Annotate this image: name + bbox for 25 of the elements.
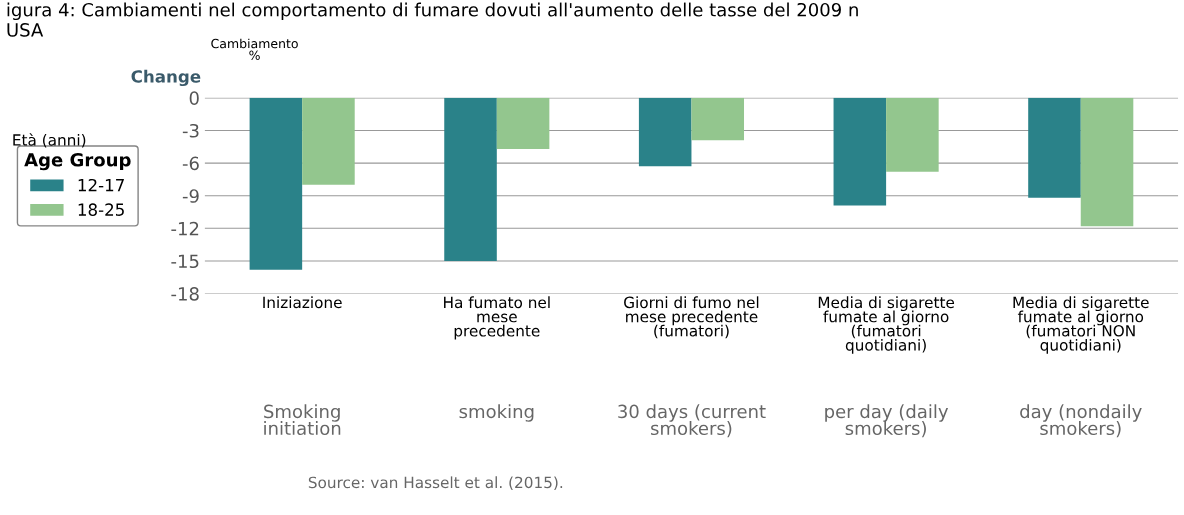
x-tick-label: Ha fumato nel mese precedente xyxy=(444,296,550,340)
legend-label: 18-25 xyxy=(78,203,124,216)
legend-label: 12-17 xyxy=(78,178,124,192)
x-tick-label: Media di sigarette fumate al giorno (fumatori quotidiani) xyxy=(818,296,955,354)
y-tick-label: 0 xyxy=(189,91,199,105)
x-tick-label: Media di sigarette fumate al giorno (fumatori NON quotidiani) xyxy=(1013,296,1149,354)
y-tick-label: -15 xyxy=(171,254,199,269)
legend-title: Age Group xyxy=(24,152,131,171)
text: Smoking initiation xyxy=(264,404,341,436)
text: per day (daily smokers) xyxy=(825,404,949,438)
chart-title: igura 4: Cambiamenti nel comportamento di fumare dovuti all'aumento delle tasse del 2009 n USA xyxy=(7,2,858,37)
text: Età (anni) xyxy=(13,133,86,148)
text: day (nondaily smokers) xyxy=(1020,404,1142,438)
source-note: Source: van Hasselt et al. (2015). xyxy=(308,476,563,490)
text: smoking xyxy=(459,404,534,422)
y-tick-label: -18 xyxy=(171,287,199,301)
y-tick-label: -3 xyxy=(182,123,199,138)
text: 30 days (current smokers) xyxy=(618,404,766,438)
x-tick-label: Iniziazione xyxy=(263,296,342,309)
y-axis-title: Change xyxy=(131,69,201,87)
text: Cambiamento % xyxy=(211,38,298,60)
y-tick-label: -6 xyxy=(182,156,199,171)
y-tick-label: -9 xyxy=(182,189,199,203)
y-tick-label: -12 xyxy=(171,221,199,236)
x-tick-label: Giorni di fumo nel mese precedente (fumatori) xyxy=(624,296,759,339)
